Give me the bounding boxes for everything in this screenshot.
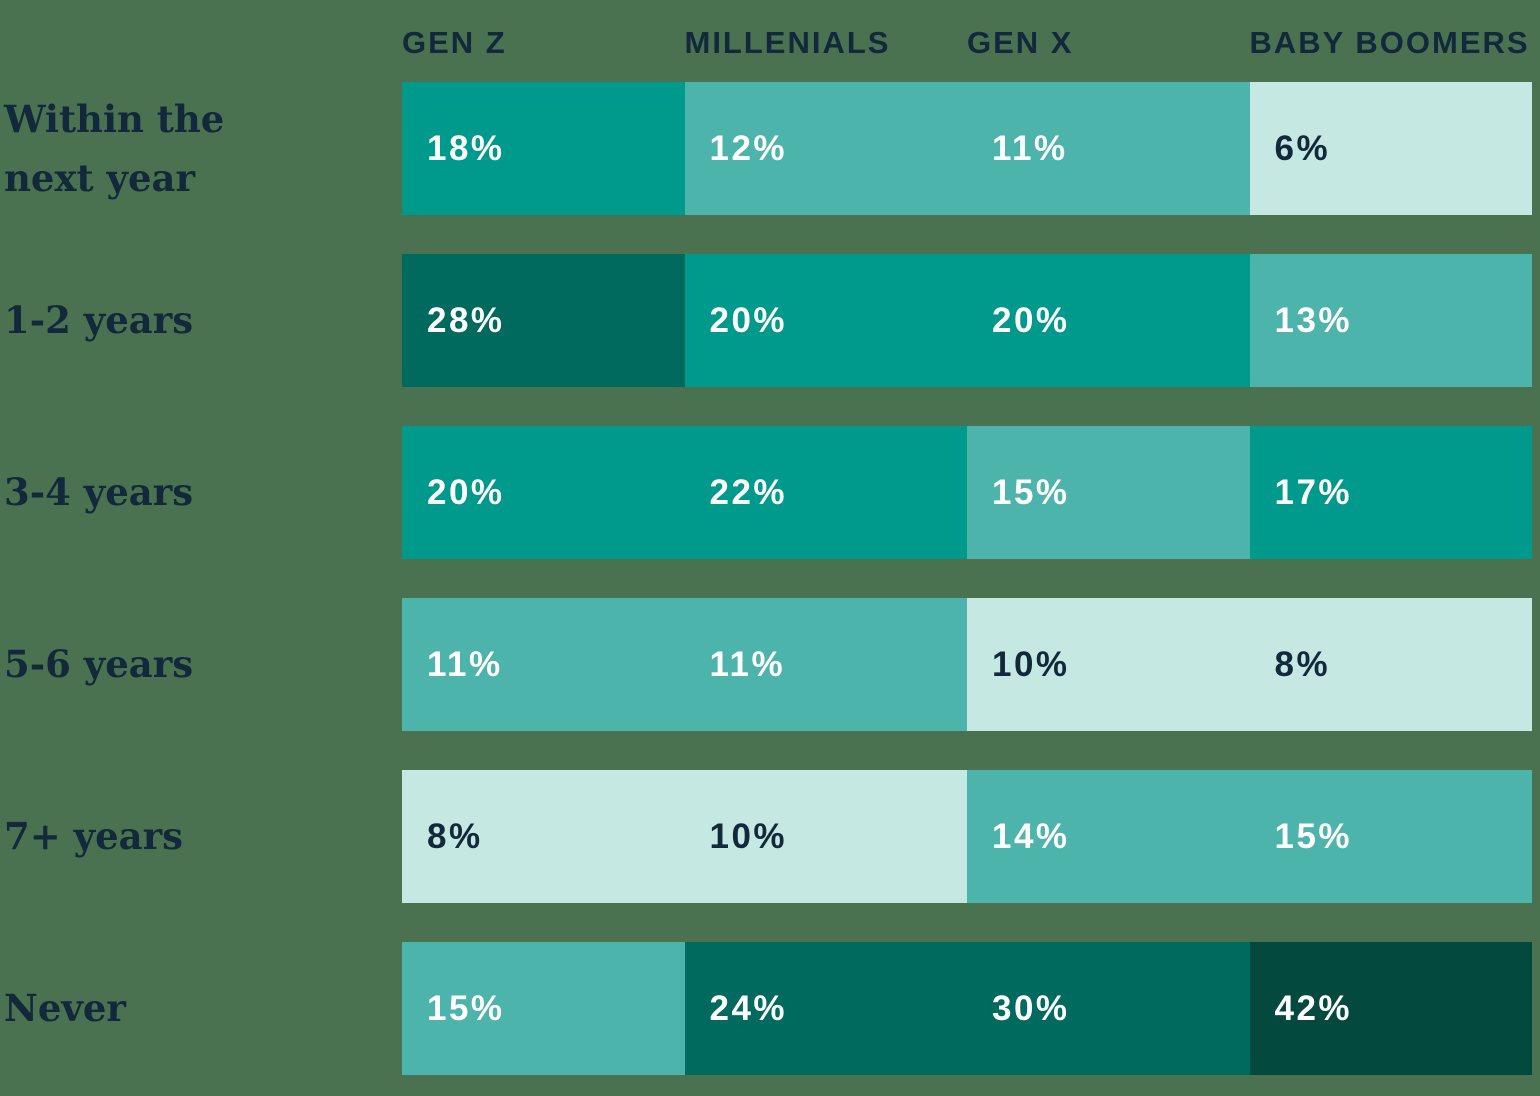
row-cells: 20% 22% 15% 17% [402,426,1532,559]
cell-value: 42% [1274,988,1353,1028]
column-header-row: GEN Z MILLENIALS GEN X BABY BOOMERS [0,0,1540,82]
table-row: 1-2 years 28% 20% 20% 13% [0,254,1540,387]
row-cells: 15% 24% 30% 42% [402,942,1532,1075]
heatmap-cell: 17% [1249,426,1532,559]
cell-value: 6% [1274,128,1331,168]
cell-value: 15% [1274,816,1353,856]
heatmap-cell: 10% [684,770,967,903]
row-label: 7+ years [0,770,402,903]
cell-value: 20% [709,300,788,340]
heatmap-cell: 18% [402,82,685,215]
heatmap-cell: 11% [684,598,967,731]
heatmap-cell: 20% [402,426,685,559]
heatmap-cell: 15% [967,426,1250,559]
heatmap-cell: 8% [402,770,685,903]
row-cells: 8% 10% 14% 15% [402,770,1532,903]
heatmap-cell: 28% [402,254,685,387]
heatmap-cell: 14% [967,770,1250,903]
cell-value: 22% [709,472,788,512]
row-label-text: 7+ years [4,814,183,858]
heatmap-cell: 22% [684,426,967,559]
row-label-text: Never [4,986,126,1030]
cell-value: 17% [1274,472,1353,512]
heatmap-cell: 15% [402,942,685,1075]
row-label-text: 5-6 years [4,642,194,686]
heatmap-cell: 20% [684,254,967,387]
column-header-gen-x: GEN X [967,25,1074,60]
cell-value: 15% [992,472,1070,512]
heatmap-cell: 13% [1249,254,1532,387]
cell-value: 11% [427,644,503,684]
row-cells: 18% 12% 11% 6% [402,82,1532,215]
heatmap-cell: 30% [967,942,1250,1075]
cell-value: 10% [709,816,788,856]
cell-value: 15% [427,988,505,1028]
table-row: 3-4 years 20% 22% 15% 17% [0,426,1540,559]
cell-value: 13% [1274,300,1353,340]
cell-value: 14% [992,816,1070,856]
column-header-gen-z: GEN Z [402,25,507,60]
table-row: Never 15% 24% 30% 42% [0,942,1540,1075]
row-label: Within the next year [0,82,402,215]
heatmap-cell: 10% [967,598,1250,731]
table-row: 5-6 years 11% 11% 10% 8% [0,598,1540,731]
heatmap-cell: 15% [1249,770,1532,903]
cell-value: 11% [992,128,1068,168]
cell-value: 12% [709,128,788,168]
row-cells: 11% 11% 10% 8% [402,598,1532,731]
cell-value: 10% [992,644,1070,684]
row-label: 1-2 years [0,254,402,387]
heatmap-cell: 20% [967,254,1250,387]
cell-value: 30% [992,988,1070,1028]
column-header-millenials: MILLENIALS [684,25,891,60]
cell-value: 11% [709,644,786,684]
heatmap-cell: 6% [1249,82,1532,215]
cell-value: 28% [427,300,505,340]
heatmap-cell: 12% [684,82,967,215]
column-header-baby-boomers: BABY BOOMERS [1249,25,1530,60]
heatmap-cell: 24% [684,942,967,1075]
heatmap-cell: 11% [967,82,1250,215]
row-label: Never [0,942,402,1075]
row-label: 3-4 years [0,426,402,559]
row-label: 5-6 years [0,598,402,731]
cell-value: 24% [709,988,788,1028]
row-label-text: 3-4 years [4,470,194,514]
row-cells: 28% 20% 20% 13% [402,254,1532,387]
cell-value: 20% [427,472,505,512]
row-label-text: Within the next year [4,96,225,200]
heatmap-cell: 11% [402,598,685,731]
row-label-text: 1-2 years [4,298,194,342]
table-row: 7+ years 8% 10% 14% 15% [0,770,1540,903]
heatmap-cell: 8% [1249,598,1532,731]
heatmap-cell: 42% [1249,942,1532,1075]
table-row: Within the next year 18% 12% 11% 6% [0,82,1540,215]
cell-value: 8% [427,816,483,856]
cell-value: 20% [992,300,1070,340]
cell-value: 18% [427,128,505,168]
cell-value: 8% [1274,644,1331,684]
